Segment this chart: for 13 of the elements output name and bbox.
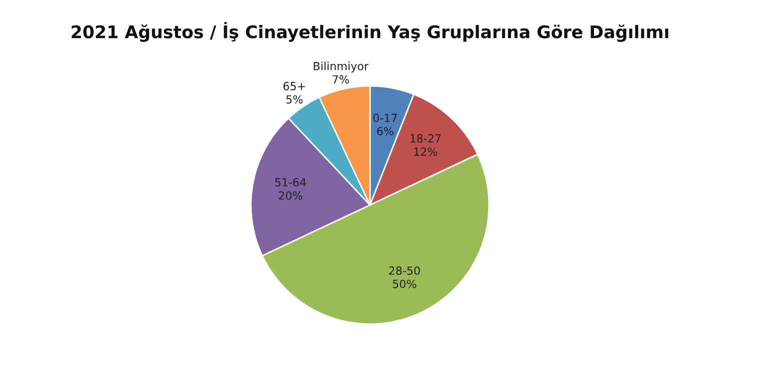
slice-label: 65+ bbox=[283, 82, 305, 90]
slice-label: 28-50 bbox=[389, 266, 420, 275]
data-label: 5% bbox=[286, 95, 303, 104]
slice-label: 18-27 bbox=[410, 134, 441, 143]
slice-label: 0-17 bbox=[373, 114, 397, 122]
chart-title: 2021 Ağustos / İş Cinayetlerinin Yaş Gruplarına Göre Dağılımı bbox=[72, 22, 668, 42]
data-label: 20% bbox=[278, 191, 302, 200]
data-label: 6% bbox=[377, 126, 394, 136]
slice-label: 51-64 bbox=[275, 178, 306, 186]
data-label: 7% bbox=[332, 75, 349, 84]
slice-label: Bilinmiyor bbox=[314, 62, 369, 72]
data-label: 50% bbox=[392, 280, 416, 288]
data-label: 12% bbox=[414, 147, 438, 156]
